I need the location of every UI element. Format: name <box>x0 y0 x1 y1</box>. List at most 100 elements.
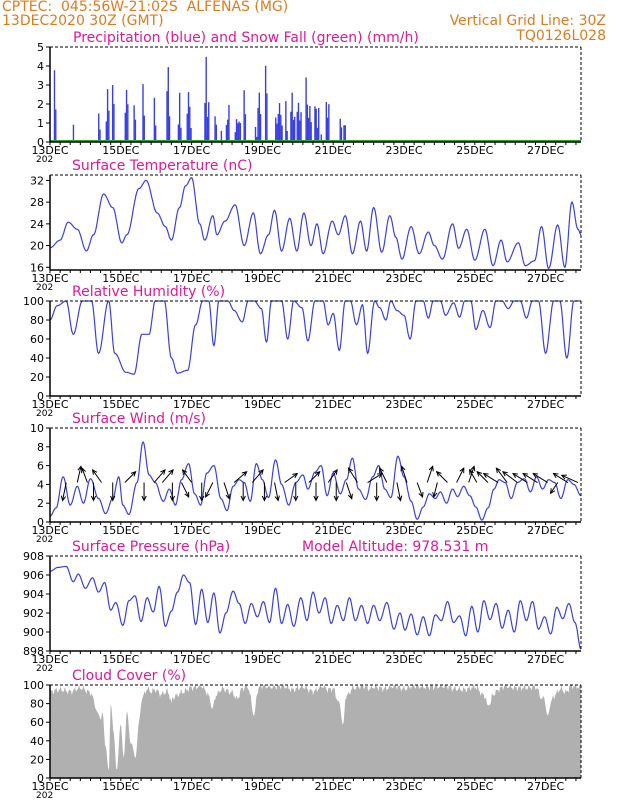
wind-series-line <box>49 441 582 521</box>
precip-bar <box>143 115 145 142</box>
precip-bar <box>190 128 192 142</box>
rh-ytick-label: 100 <box>23 295 44 308</box>
wind-arrow-head <box>532 472 539 479</box>
temp-xtick-label: 21DEC <box>315 272 352 285</box>
cloud-ytick-label: 40 <box>30 735 44 748</box>
pres-panel: Surface Pressure (hPa) Model Altitude: 97… <box>23 539 582 674</box>
wind-arrow-head <box>400 465 406 472</box>
pres-series-line <box>50 565 582 650</box>
wind-arrow-head <box>261 495 268 502</box>
precip-bar <box>220 130 223 142</box>
wind-arrow-head <box>560 474 567 480</box>
pres-ytick-label: 898 <box>23 645 44 658</box>
precip-bar <box>256 136 258 142</box>
wind-arrow-shaft <box>92 469 102 483</box>
precip-bar <box>286 130 288 142</box>
precip-bar <box>275 117 277 142</box>
rh-ytick-label: 80 <box>30 314 44 327</box>
precip-bar <box>297 102 300 142</box>
precip-bar <box>228 104 230 142</box>
pres-xtick-label: 17DEC <box>173 653 210 666</box>
precip-bar <box>285 101 287 142</box>
rh-xtick-label: 17DEC <box>173 398 210 411</box>
precip-bar <box>99 129 101 142</box>
wind-arrow-head <box>512 472 519 479</box>
cloud-xtick-label: 19DEC <box>244 780 281 793</box>
precip-bar <box>316 127 319 142</box>
precip-bar <box>259 114 262 142</box>
precip-bar <box>307 117 310 142</box>
rh-series-line <box>49 300 581 375</box>
wind-xtick-label: 15DEC <box>102 524 139 537</box>
wind-arrow-shaft <box>436 471 448 483</box>
precip-bar <box>306 104 309 142</box>
precip-bar <box>343 125 345 142</box>
precip-bar <box>315 108 317 142</box>
rh-panel: Relative Humidity (%) 0 20 40 60 80 100 13DEC 15… <box>23 284 582 419</box>
wind-arrow-head <box>258 469 264 475</box>
precip-bar <box>125 89 128 142</box>
precip-bar <box>276 123 278 142</box>
precip-bar <box>153 97 156 142</box>
pres-xtick-label: 15DEC <box>102 653 139 666</box>
wind-arrow-head <box>168 469 174 475</box>
wind-arrow-head <box>314 470 321 477</box>
cloud-ytick-label: 100 <box>23 679 44 692</box>
precip-bar <box>234 132 236 142</box>
pres-xtick-label: 23DEC <box>385 653 422 666</box>
precip-bar <box>235 119 238 142</box>
precip-bar <box>254 126 257 142</box>
rh-xtick-label: 21DEC <box>315 398 352 411</box>
precip-ytick-label: 0 <box>37 136 44 149</box>
wind-xtick-label: 13DEC <box>31 524 68 537</box>
pres-year-fragment: 202 <box>36 664 53 674</box>
temp-series-line <box>50 176 582 270</box>
rh-ytick-label: 20 <box>30 371 44 384</box>
wind-arrow-head <box>459 467 465 474</box>
wind-arrow-shaft <box>308 471 321 483</box>
wind-arrow-head <box>240 495 246 502</box>
wind-arrow-head <box>469 468 475 475</box>
precip-xtick-label: 13DEC <box>31 144 68 157</box>
wind-arrow-shaft <box>483 473 499 483</box>
wind-arrow-head <box>90 495 97 502</box>
precip-ytick-label: 3 <box>37 79 44 92</box>
precip-bar <box>266 93 268 142</box>
wind-ytick-label: 10 <box>30 422 44 435</box>
temp-xtick-label: 19DEC <box>244 272 281 285</box>
wind-arrow-shaft <box>62 482 67 501</box>
precip-title: Precipitation (blue) and Snow Fall (gree… <box>73 30 419 46</box>
precip-panel: Precipitation (blue) and Snow Fall (gree… <box>31 30 582 165</box>
wind-arrow-head <box>199 495 205 502</box>
precip-bar <box>325 101 328 142</box>
precip-ytick-label: 2 <box>37 98 44 111</box>
wind-arrow-shaft <box>233 471 248 483</box>
precip-bar <box>326 117 329 142</box>
precip-bar <box>142 84 144 142</box>
precip-bar <box>318 107 320 142</box>
precip-bar <box>154 125 157 142</box>
precip-bar <box>206 116 209 142</box>
wind-arrow-shaft <box>205 482 214 498</box>
header-grid-line: Vertical Grid Line: 30Z <box>449 13 606 29</box>
wind-arrow-shaft <box>327 469 338 483</box>
wind-arrow-head <box>205 491 210 498</box>
pres-xtick-label: 13DEC <box>31 653 68 666</box>
precip-bar <box>208 102 210 142</box>
cloud-xtick-label: 23DEC <box>385 780 422 793</box>
rh-xtick-label: 13DEC <box>31 398 68 411</box>
wind-arrow-head <box>332 468 338 475</box>
temp-xtick-label: 15DEC <box>102 272 139 285</box>
wind-arrow-head <box>522 472 529 479</box>
precip-bar <box>187 92 190 142</box>
precip-bar <box>106 89 109 142</box>
wind-arrow-head <box>552 472 559 479</box>
precip-bar <box>294 116 296 142</box>
wind-arrow-shaft <box>161 469 174 483</box>
wind-arrow-head <box>482 472 489 479</box>
precip-bar <box>344 125 346 142</box>
wind-arrow-head <box>379 467 384 474</box>
wind-arrow-head <box>435 470 442 477</box>
wind-arrow-head <box>495 467 502 474</box>
precip-bar <box>258 92 261 142</box>
